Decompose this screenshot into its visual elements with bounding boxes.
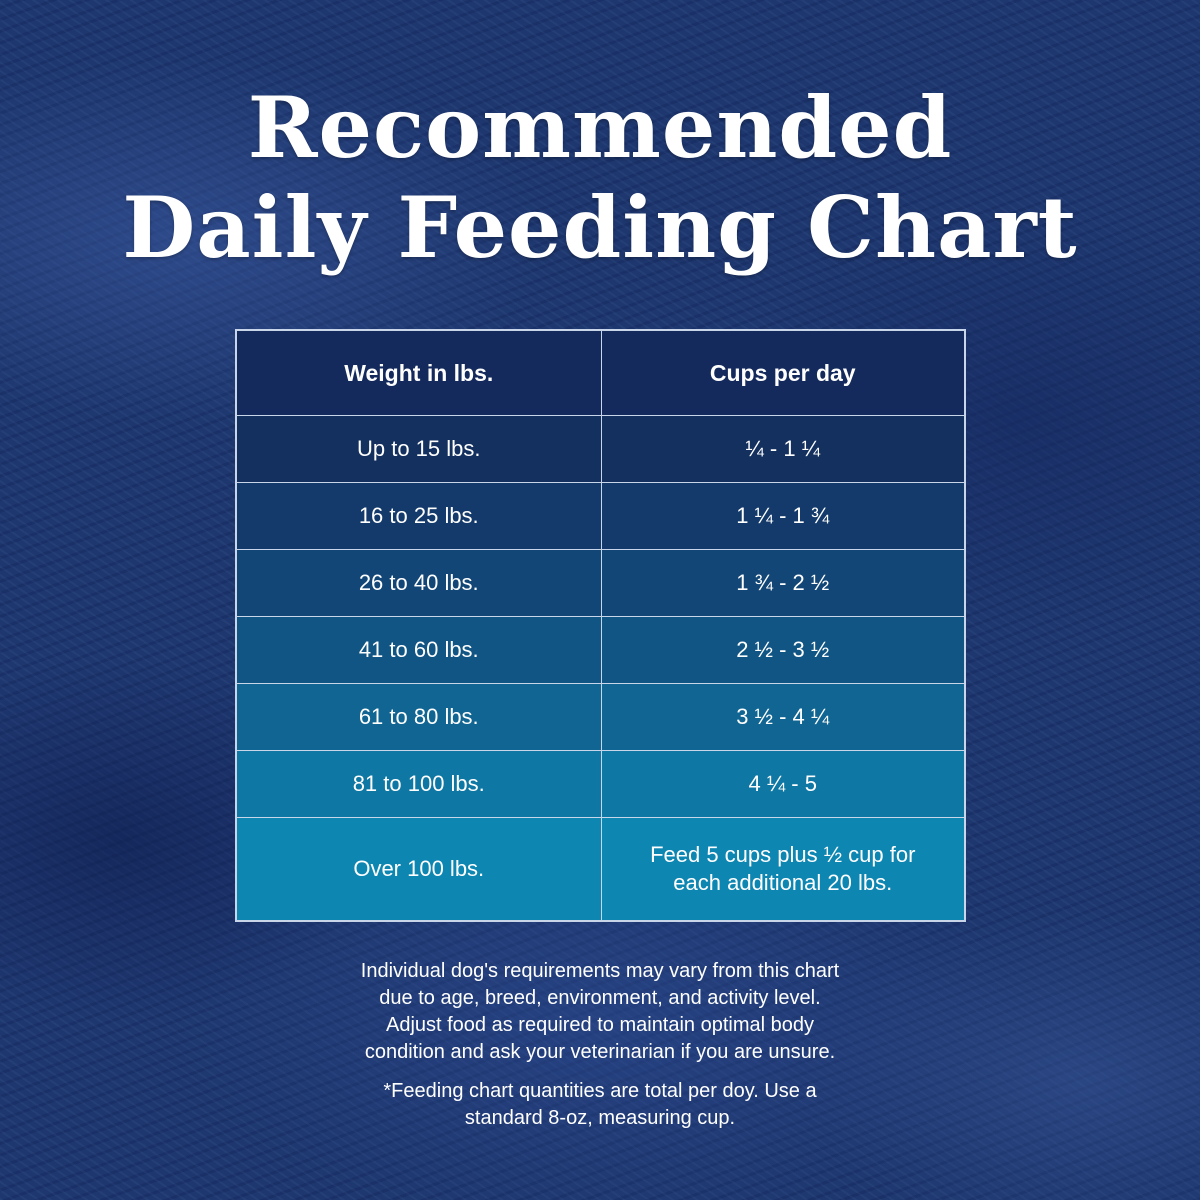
table-row: 16 to 25 lbs. 1 ¼ - 1 ¾ (235, 482, 966, 550)
weight-cell: 81 to 100 lbs. (235, 750, 602, 818)
weight-cell: 26 to 40 lbs. (235, 549, 602, 617)
weight-cell: Up to 15 lbs. (235, 415, 602, 483)
table-row: Over 100 lbs. Feed 5 cups plus ½ cup for… (235, 817, 966, 922)
cups-cell: 1 ¾ - 2 ½ (600, 549, 966, 617)
cups-cell: Feed 5 cups plus ½ cup for each addition… (600, 817, 966, 922)
header-weight: Weight in lbs. (235, 329, 602, 416)
table-row: 61 to 80 lbs. 3 ½ - 4 ¼ (235, 683, 966, 751)
table-row: 81 to 100 lbs. 4 ¼ - 5 (235, 750, 966, 818)
cups-cell: 2 ½ - 3 ½ (600, 616, 966, 684)
note-line: standard 8-oz, measuring cup. (464, 1107, 736, 1129)
cups-cell: 1 ¼ - 1 ¾ (600, 482, 966, 550)
table-row: 26 to 40 lbs. 1 ¾ - 2 ½ (235, 549, 966, 617)
disclaimer-line: Individual dog's requirements may vary f… (360, 960, 840, 982)
disclaimer-line: due to age, breed, environment, and acti… (379, 987, 821, 1009)
page-title: Recommended Daily Feeding Chart (0, 78, 1200, 278)
note-line: *Feeding chart quantities are total per … (383, 1080, 817, 1102)
weight-cell: 61 to 80 lbs. (235, 683, 602, 751)
title-line-1: Recommended (247, 78, 953, 177)
disclaimer-line: condition and ask your veterinarian if y… (364, 1041, 836, 1063)
disclaimer-line: Adjust food as required to maintain opti… (385, 1014, 815, 1036)
weight-cell: 41 to 60 lbs. (235, 616, 602, 684)
feeding-table: Weight in lbs. Cups per day Up to 15 lbs… (235, 329, 966, 922)
cups-cell: 4 ¼ - 5 (600, 750, 966, 818)
table-header-row: Weight in lbs. Cups per day (235, 329, 966, 416)
cups-cell: 3 ½ - 4 ¼ (600, 683, 966, 751)
table-row: Up to 15 lbs. ¼ - 1 ¼ (235, 415, 966, 483)
disclaimer-text: Individual dog's requirements may vary f… (0, 958, 1200, 1066)
table-row: 41 to 60 lbs. 2 ½ - 3 ½ (235, 616, 966, 684)
header-cups: Cups per day (600, 329, 966, 416)
cups-note-line-1: Feed 5 cups plus ½ cup for (650, 842, 916, 867)
measuring-note: *Feeding chart quantities are total per … (0, 1078, 1200, 1132)
title-line-2: Daily Feeding Chart (122, 178, 1078, 277)
cups-cell: ¼ - 1 ¼ (600, 415, 966, 483)
weight-cell: Over 100 lbs. (235, 817, 602, 922)
weight-cell: 16 to 25 lbs. (235, 482, 602, 550)
cups-note-line-2: each additional 20 lbs. (673, 870, 893, 895)
